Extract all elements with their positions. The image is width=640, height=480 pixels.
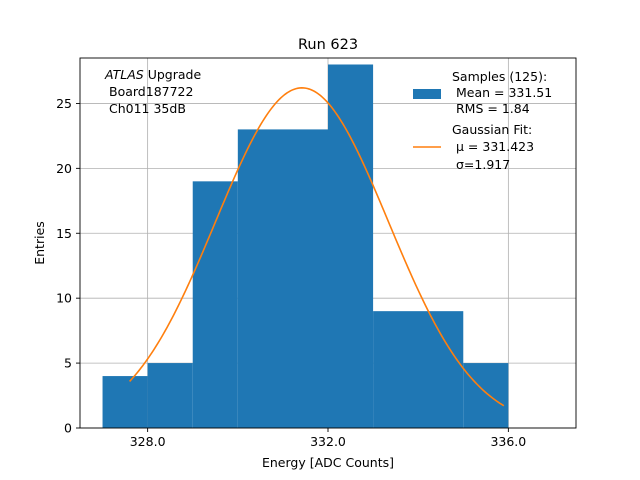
legend-fit-mu: μ = 331.423	[456, 139, 534, 154]
histogram-bar-1	[147, 363, 193, 428]
y-tick-label-3: 15	[56, 226, 72, 241]
x-tick-label-0: 328.0	[130, 434, 166, 449]
legend-samples-label: Samples (125):	[452, 69, 547, 84]
y-tick-label-2: 10	[56, 291, 72, 306]
histogram-bar-5	[373, 311, 464, 428]
annotation-line-1: ATLAS Upgrade	[104, 67, 201, 82]
annotation-line-3: Ch011 35dB	[109, 101, 186, 116]
legend-samples-rms: RMS = 1.84	[456, 101, 530, 116]
y-axis-ticks: 0 5 10 15 20 25	[56, 96, 80, 436]
annotation-upgrade: Upgrade	[144, 67, 202, 82]
legend-fit-label: Gaussian Fit:	[452, 122, 532, 137]
x-axis-ticks: 328.0 332.0 336.0	[130, 428, 526, 449]
histogram-bar-2	[192, 181, 238, 428]
histogram-bar-3	[237, 129, 328, 428]
y-tick-label-4: 20	[56, 161, 72, 176]
legend-samples-patch	[413, 89, 441, 99]
chart-title: Run 623	[298, 37, 358, 53]
annotation-atlas: ATLAS	[104, 67, 144, 82]
x-axis-label: Energy [ADC Counts]	[262, 455, 394, 470]
y-tick-label-0: 0	[64, 421, 72, 436]
gaussian-fit-curve	[129, 87, 505, 407]
legend-fit-sigma: σ=1.917	[456, 157, 510, 172]
atlas-annotation: ATLAS Upgrade Board187722 Ch011 35dB	[104, 67, 201, 116]
x-tick-label-1: 332.0	[310, 434, 346, 449]
y-tick-label-1: 5	[64, 356, 72, 371]
y-axis-label: Entries	[32, 221, 47, 265]
histogram-bars	[102, 64, 509, 429]
annotation-line-2: Board187722	[109, 84, 193, 99]
y-tick-label-5: 25	[56, 96, 72, 111]
x-tick-label-2: 336.0	[490, 434, 526, 449]
histogram-bar-6	[463, 363, 509, 428]
legend-samples-mean: Mean = 331.51	[456, 85, 552, 100]
legend: Samples (125): Mean = 331.51 RMS = 1.84 …	[413, 69, 552, 172]
histogram-bar-4	[328, 64, 374, 429]
histogram-bar-0	[102, 376, 148, 428]
